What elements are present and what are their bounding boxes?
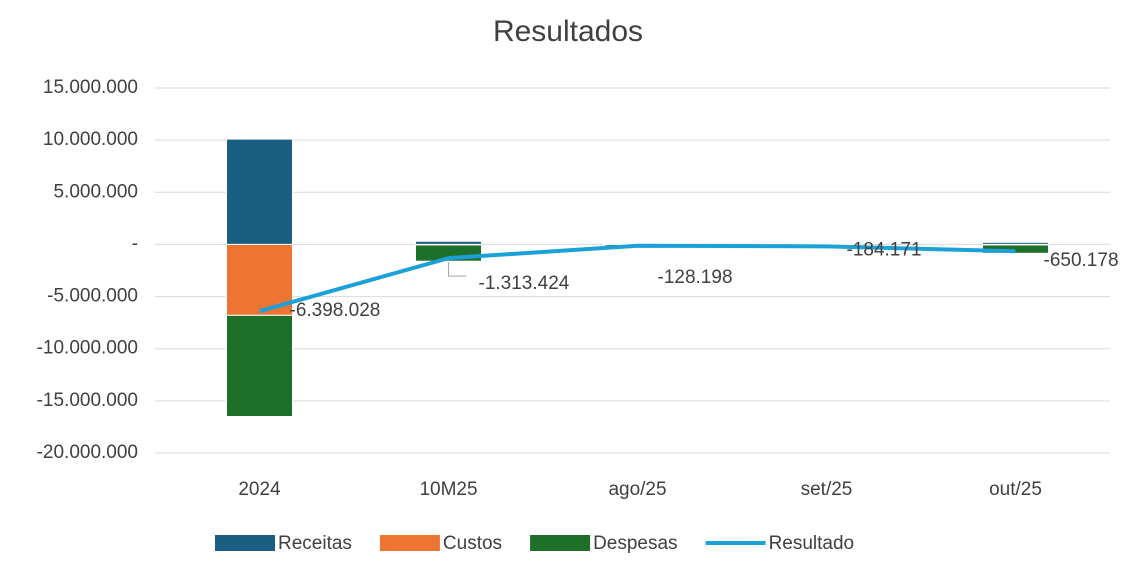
x-tick-label: ago/25: [608, 479, 666, 500]
data-label: -1.313.424: [479, 273, 570, 294]
legend-label: Despesas: [593, 533, 678, 554]
y-tick-label: -: [132, 233, 138, 254]
bar: [226, 314, 293, 418]
data-label: -650.178: [1044, 250, 1119, 271]
data-label: -6.398.028: [290, 300, 381, 321]
x-tick-label: 10M25: [419, 479, 477, 500]
bar: [226, 138, 293, 245]
y-tick-label: 15.000.000: [43, 77, 138, 98]
legend-label: Resultado: [769, 533, 855, 554]
legend-swatch: [215, 535, 275, 551]
y-tick-label: 10.000.000: [43, 129, 138, 150]
y-tick-label: -5.000.000: [47, 286, 138, 307]
y-tick-label: 5.000.000: [53, 181, 138, 202]
y-tick-label: -15.000.000: [37, 390, 138, 411]
chart-title: Resultados: [493, 15, 643, 48]
data-label: -128.198: [658, 267, 733, 288]
legend-swatch: [530, 535, 591, 551]
y-tick-label: -20.000.000: [37, 442, 138, 463]
legend-label: Receitas: [278, 533, 352, 554]
legend-swatch: [379, 535, 440, 551]
leader-line: [448, 262, 467, 277]
line: [258, 243, 1016, 314]
data-label: -184.171: [847, 239, 922, 260]
y-tick-label: -10.000.000: [37, 338, 138, 359]
x-tick-label: set/25: [801, 479, 853, 500]
x-tick-label: out/25: [989, 479, 1042, 500]
legend-label: Custos: [443, 533, 502, 554]
x-tick-label: 2024: [238, 479, 281, 500]
